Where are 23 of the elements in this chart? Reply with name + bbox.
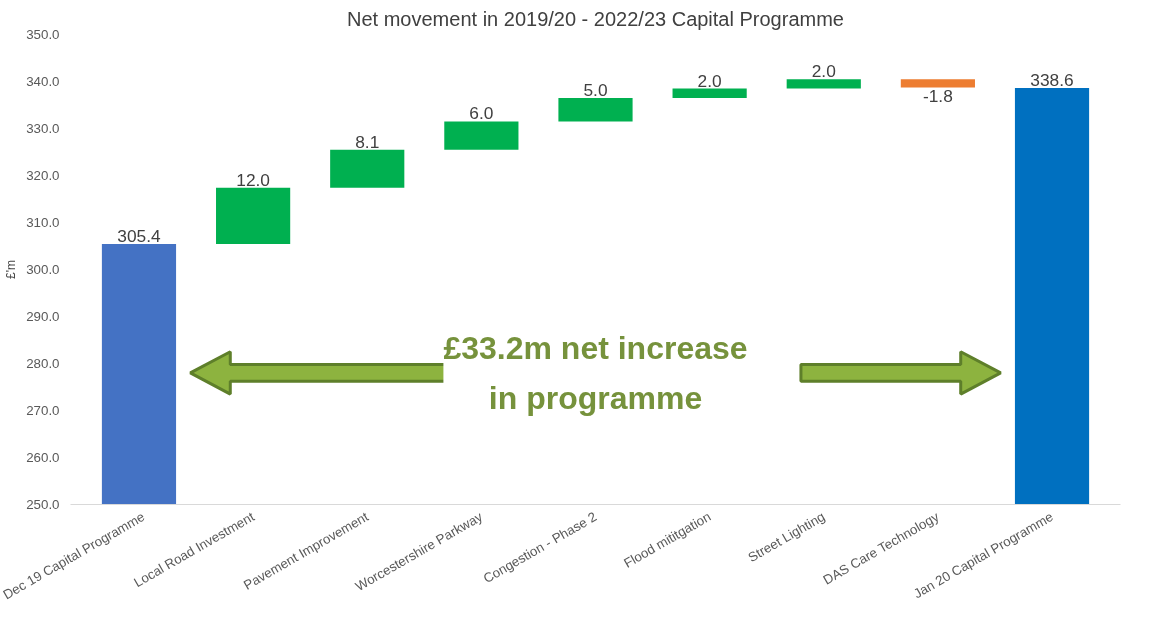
y-axis-title: £'m [4,260,19,279]
y-tick-label: 310.0 [26,215,60,230]
data-label: 338.6 [1030,70,1074,91]
data-label: 5.0 [583,79,608,100]
y-tick-label: 260.0 [26,450,60,465]
chart-title: Net movement in 2019/20 - 2022/23 Capital Programme [347,7,844,30]
y-tick-label: 280.0 [26,356,60,371]
y-tick-label: 270.0 [26,403,60,418]
y-tick-label: 330.0 [26,121,60,136]
data-label: -1.8 [922,85,953,106]
y-tick-label: 300.0 [26,262,60,277]
data-label: 6.0 [469,103,494,124]
data-label: 2.0 [811,61,836,82]
y-tick-label: 340.0 [26,74,60,89]
y-tick-label: 290.0 [26,309,60,324]
data-label: 8.1 [355,131,380,152]
data-label: 305.4 [117,226,162,247]
data-label: 12.0 [236,169,270,190]
annotation: £33.2m net increase in programme [443,329,748,417]
y-tick-label: 350.0 [26,27,60,42]
data-label: 2.0 [697,70,722,91]
y-tick-label: 250.0 [26,497,60,512]
y-tick-label: 320.0 [26,168,60,183]
